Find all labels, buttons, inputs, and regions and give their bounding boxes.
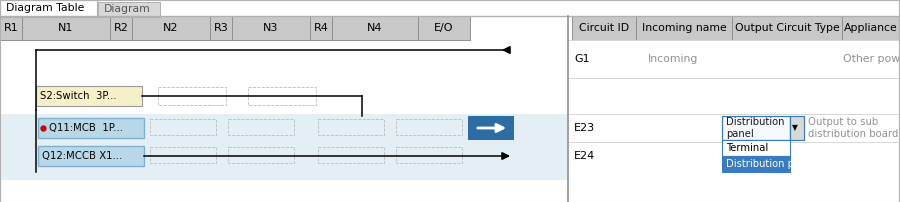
Text: N2: N2 [163,23,179,33]
Bar [0,114,568,142]
Bar [228,147,294,163]
Bar [38,146,144,166]
Bar [722,140,790,156]
Text: Distribution
panel: Distribution panel [726,117,785,139]
Text: Q12:MCCB X1...: Q12:MCCB X1... [42,151,122,161]
Bar [842,16,900,40]
Bar [722,116,790,140]
Bar [150,147,216,163]
Bar [790,116,804,140]
Text: Q11:MCB  1P...: Q11:MCB 1P... [49,123,123,133]
Text: Output Circuit Type: Output Circuit Type [734,23,840,33]
Bar [0,0,97,17]
Text: E/O: E/O [434,23,454,33]
Bar [310,16,332,40]
Text: Diagram Table: Diagram Table [6,3,85,13]
Bar [38,118,144,138]
Text: Incoming name: Incoming name [642,23,726,33]
Text: Terminal: Terminal [726,143,769,153]
Bar [0,40,568,202]
Text: Other power supp.: Other power supp. [843,54,900,64]
Text: Appliance: Appliance [844,23,898,33]
Bar [0,16,22,40]
Bar [36,86,142,106]
Text: G1: G1 [574,54,590,64]
Text: R2: R2 [113,23,129,33]
Bar [132,16,210,40]
Text: R4: R4 [313,23,328,33]
Text: Distribution panel: Distribution panel [726,159,815,169]
Bar [332,16,418,40]
Text: N3: N3 [264,23,279,33]
Bar [150,119,216,135]
Bar [396,119,462,135]
Bar [158,87,226,105]
Text: R3: R3 [213,23,229,33]
Bar [248,87,316,105]
Text: S2:Switch  3P...: S2:Switch 3P... [40,91,117,101]
Text: N4: N4 [367,23,382,33]
Bar [0,142,568,180]
Bar [210,16,232,40]
Text: Circuit ID: Circuit ID [579,23,629,33]
Bar [232,16,310,40]
Bar [722,156,790,172]
Bar [22,16,110,40]
Bar [318,147,384,163]
Bar [418,16,470,40]
Bar [318,119,384,135]
Text: N1: N1 [58,23,74,33]
Bar [98,2,160,17]
Bar [228,119,294,135]
Bar [110,16,132,40]
Text: R1: R1 [4,23,18,33]
Text: E23: E23 [574,123,595,133]
Text: E24: E24 [574,151,595,161]
Text: Incoming: Incoming [648,54,698,64]
Bar [468,116,514,140]
Text: Diagram: Diagram [104,4,151,14]
Bar [572,16,636,40]
Bar [396,147,462,163]
Bar [568,40,900,202]
Bar [732,16,842,40]
Bar [636,16,732,40]
Text: Output to sub
distribution board: Output to sub distribution board [808,117,898,139]
Text: ▼: ▼ [792,123,798,133]
